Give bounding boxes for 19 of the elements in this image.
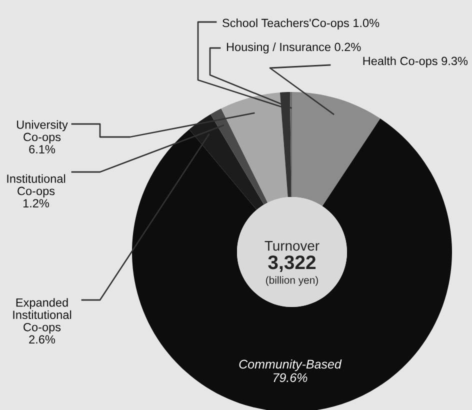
- text: 3,322: [268, 255, 316, 272]
- slice-label: Community-Based: [239, 359, 342, 372]
- slice-label: Expanded Institutional Co-ops: [13, 298, 72, 334]
- slice-label: University Co-ops: [17, 120, 68, 144]
- slice-label: Health Co-ops 9.3%: [363, 56, 468, 68]
- donut-slice: [292, 92, 380, 206]
- donut-slice: [221, 92, 288, 203]
- donut-slice: [132, 118, 452, 410]
- donut-slice: [189, 114, 264, 210]
- slice-label: Housing / Insurance 0.2%: [226, 42, 361, 54]
- data-label: 6.1%: [29, 145, 56, 154]
- donut-slice: [210, 108, 268, 205]
- data-label: 1.2%: [23, 199, 50, 208]
- text: Turnover: [264, 241, 320, 251]
- slice-label: Institutional Co-ops: [7, 174, 66, 198]
- data-label: 79.6%: [274, 373, 308, 382]
- data-label: 2.6%: [29, 335, 56, 344]
- text: (billion yen): [266, 276, 318, 286]
- slice-label: School Teachers'Co-ops 1.0%: [222, 18, 380, 30]
